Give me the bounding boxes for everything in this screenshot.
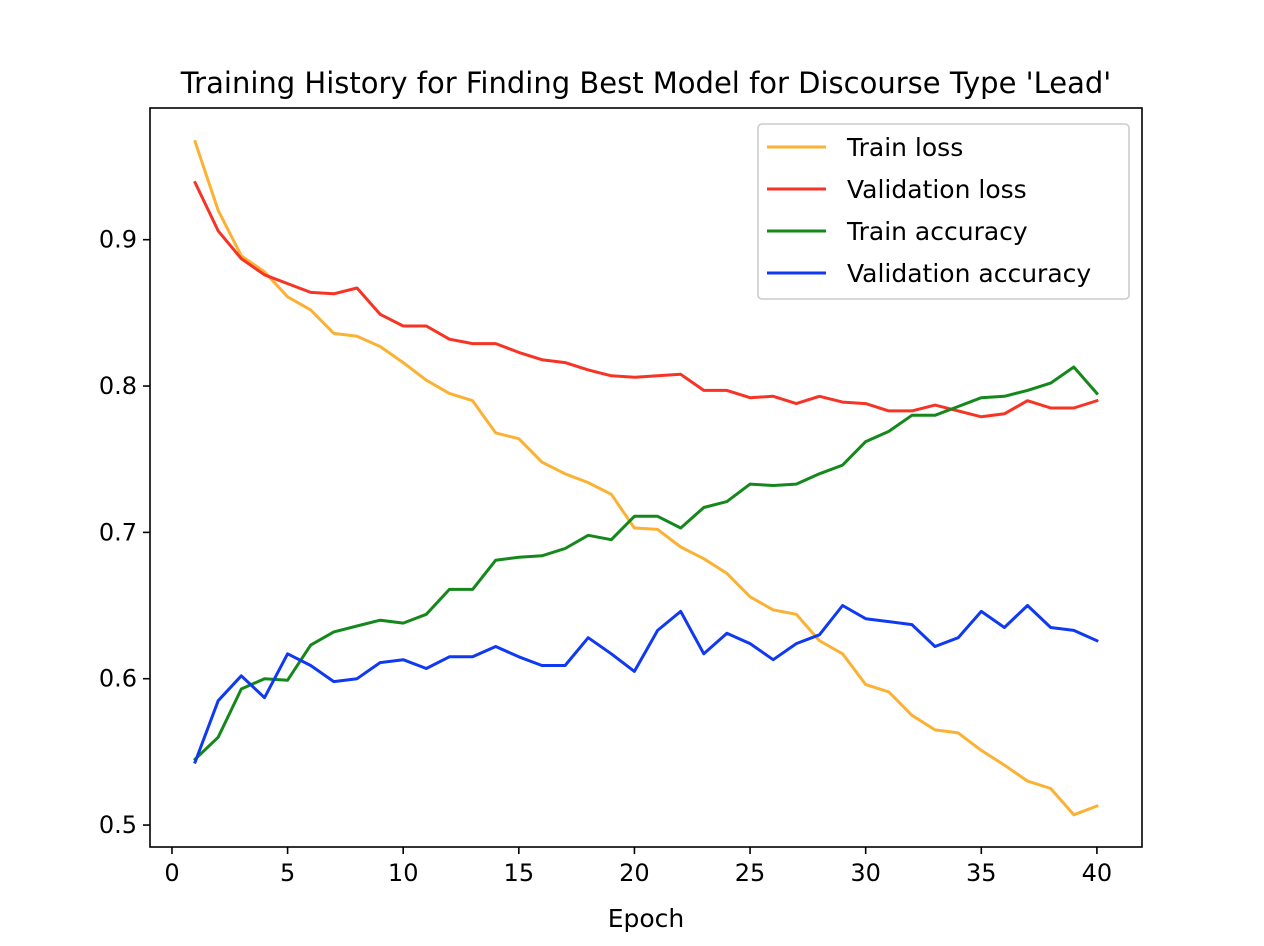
legend-label-2: Train accuracy bbox=[846, 217, 1028, 246]
plot-frame bbox=[149, 107, 1143, 848]
x-tick-label: 35 bbox=[966, 859, 997, 887]
series-line-2 bbox=[192, 365, 1100, 762]
series-line-1 bbox=[193, 180, 1099, 419]
y-tick-label: 0.6 bbox=[99, 665, 137, 693]
y-tick-label: 0.9 bbox=[99, 226, 137, 254]
x-tick-label: 10 bbox=[388, 859, 419, 887]
series-line-3 bbox=[193, 604, 1099, 765]
y-tick-label: 0.7 bbox=[99, 518, 137, 546]
x-axis: 0 5 10 15 20 25 30 35 40 bbox=[164, 847, 1112, 887]
x-tick-label: 25 bbox=[735, 859, 766, 887]
x-tick-label: 40 bbox=[1082, 859, 1113, 887]
y-tick-label: 0.8 bbox=[99, 372, 137, 400]
x-tick-label: 20 bbox=[619, 859, 650, 887]
chart-title: Training History for Finding Best Model … bbox=[180, 66, 1112, 100]
y-tick-label: 0.5 bbox=[99, 811, 137, 839]
series-line-0 bbox=[193, 139, 1099, 817]
x-tick-label: 0 bbox=[164, 859, 179, 887]
legend-label-1: Validation loss bbox=[847, 175, 1027, 204]
x-tick-label: 15 bbox=[504, 859, 535, 887]
legend-label-0: Train loss bbox=[846, 133, 963, 162]
x-tick-label: 30 bbox=[850, 859, 881, 887]
y-axis: 0.5 0.6 0.7 0.8 0.9 bbox=[99, 226, 150, 839]
legend: Train loss Validation loss Train accuracy V… bbox=[757, 123, 1130, 300]
x-axis-label: Epoch bbox=[608, 904, 685, 933]
plot-area bbox=[149, 107, 1143, 848]
x-tick-label: 5 bbox=[280, 859, 295, 887]
legend-box bbox=[757, 123, 1130, 300]
legend-label-3: Validation accuracy bbox=[847, 259, 1091, 288]
